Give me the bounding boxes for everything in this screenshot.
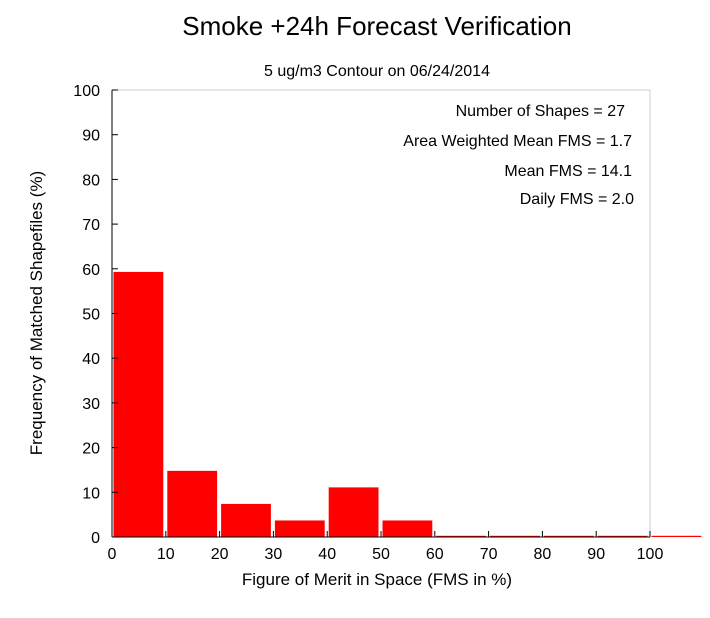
bar-60-70 <box>436 535 487 537</box>
y-tick-label: 50 <box>82 307 100 324</box>
x-tick-label: 50 <box>372 546 390 563</box>
stat-mean-fms: Mean FMS = 14.1 <box>504 163 632 180</box>
y-tick-label: 100 <box>73 83 100 100</box>
bar-70-80 <box>490 535 540 537</box>
chart-title: Smoke +24h Forecast Verification <box>182 11 571 41</box>
x-tick-label: 90 <box>587 546 605 563</box>
stat-daily-fms: Daily FMS = 2.0 <box>520 191 634 208</box>
y-tick-label: 40 <box>82 351 100 368</box>
x-tick-label: 70 <box>480 546 498 563</box>
y-tick-label: 20 <box>82 441 100 458</box>
stat-number-of-shapes: Number of Shapes = 27 <box>456 103 626 120</box>
y-tick-label: 80 <box>82 172 100 189</box>
bar-0-10 <box>113 271 164 537</box>
plot-area-frame <box>111 89 651 538</box>
bars-group <box>113 271 702 537</box>
axes-group <box>111 89 651 538</box>
x-tick-label: 0 <box>108 546 117 563</box>
stat-area-weighted-mean-fms: Area Weighted Mean FMS = 1.7 <box>403 133 632 150</box>
x-tick-label: 10 <box>157 546 175 563</box>
bar-40-50 <box>328 487 379 537</box>
x-axis-label: Figure of Merit in Space (FMS in %) <box>242 570 512 589</box>
y-tick-label: 30 <box>82 396 100 413</box>
chart-subtitle: 5 ug/m3 Contour on 06/24/2014 <box>264 63 490 80</box>
bar-20-30 <box>221 503 271 537</box>
x-tick-label: 100 <box>637 546 664 563</box>
bar-10-20 <box>167 470 218 537</box>
y-tick-label: 10 <box>82 485 100 502</box>
y-axis-label: Frequency of Matched Shapefiles (%) <box>27 171 46 455</box>
bar-80-90 <box>543 535 594 537</box>
x-tick-label: 40 <box>318 546 336 563</box>
x-tick-label: 60 <box>426 546 444 563</box>
x-tick-label: 30 <box>265 546 283 563</box>
y-tick-label: 0 <box>91 530 100 547</box>
y-tick-label: 70 <box>82 217 100 234</box>
bar-30-40 <box>274 520 325 537</box>
y-tick-label: 90 <box>82 128 100 145</box>
y-tick-labels: 0 10 20 30 40 50 60 70 80 90 100 <box>73 83 100 547</box>
x-tick-labels: 0 10 20 30 40 50 60 70 80 90 100 <box>108 546 664 563</box>
y-tick-label: 60 <box>82 262 100 279</box>
bar-90-100 <box>597 535 648 537</box>
x-tick-label: 20 <box>211 546 229 563</box>
bar-50-60 <box>382 520 433 537</box>
x-tick-label: 80 <box>534 546 552 563</box>
bar-100-110 <box>651 535 702 537</box>
